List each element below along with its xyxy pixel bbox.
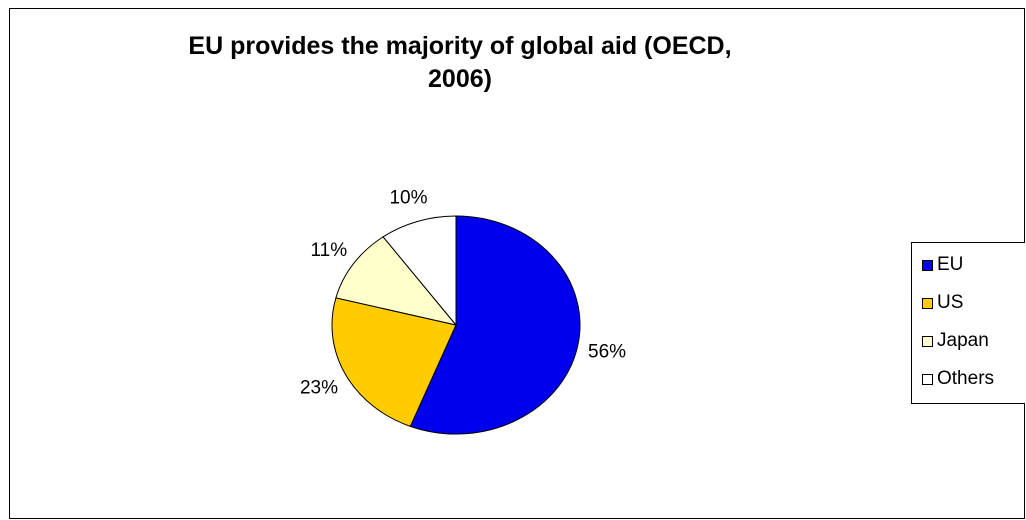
data-label-eu: 56% — [588, 341, 626, 362]
legend-swatch-japan — [922, 335, 933, 347]
data-label-others: 10% — [389, 187, 427, 208]
legend-swatch-eu — [922, 259, 933, 271]
legend-item-eu: EU — [922, 253, 963, 277]
legend-label-others: Others — [937, 368, 995, 389]
chart-title: EU provides the majority of global aid (… — [188, 32, 732, 93]
legend-label-eu: EU — [937, 254, 964, 275]
legend-item-japan: Japan — [922, 329, 989, 353]
data-label-us: 23% — [300, 377, 338, 398]
pie-slice-others — [382, 215, 457, 327]
legend-swatch-others — [922, 373, 933, 385]
legend-item-others: Others — [922, 367, 994, 391]
legend: EU US Japan Others — [911, 242, 1025, 404]
legend-label-us: US — [937, 292, 964, 313]
data-label-japan: 11% — [311, 240, 348, 261]
pie-slice-eu — [409, 215, 581, 435]
pie-slice-us — [331, 297, 457, 427]
pie-slice-japan — [335, 236, 458, 326]
legend-item-us: US — [922, 291, 963, 315]
legend-label-japan: Japan — [937, 330, 989, 351]
legend-swatch-us — [922, 297, 933, 309]
